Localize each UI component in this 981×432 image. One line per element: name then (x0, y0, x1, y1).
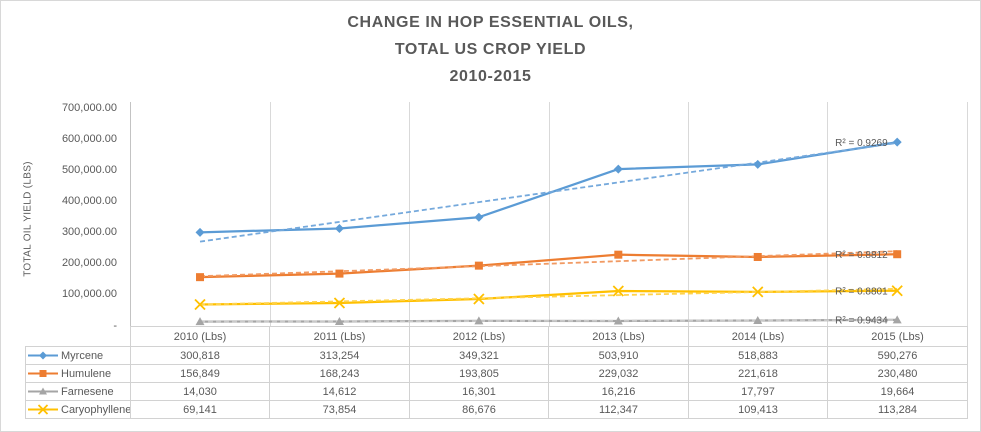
series-myrcene: R² = 0.9269 (195, 137, 902, 243)
table-value-cell: 16,301 (409, 382, 549, 401)
series-caryophyllene: R² = 0.8801 (194, 285, 903, 311)
y-tick-label: 500,000.00 (61, 163, 117, 176)
x-legend-key-icon (28, 403, 58, 415)
table-header-cell: 2012 (Lbs) (409, 326, 549, 347)
table-header-cell: 2013 (Lbs) (548, 326, 689, 347)
marker-x (194, 285, 903, 311)
y-tick-label: - (113, 319, 117, 332)
trendline (199, 287, 898, 306)
table-value-cell: 113,284 (827, 400, 968, 419)
series-line (199, 253, 898, 279)
table-value-cell: 156,849 (130, 364, 270, 383)
table-value-cell: 14,612 (269, 382, 410, 401)
table-value-cell: 17,797 (688, 382, 828, 401)
table-header-cell: 2010 (Lbs) (130, 326, 270, 347)
data-table-header: 2010 (Lbs) 2011 (Lbs) 2012 (Lbs) 2013 (Lbs)… (25, 326, 968, 347)
table-header-cell: 2014 (Lbs) (688, 326, 828, 347)
table-value-cell: 112,347 (548, 400, 689, 419)
table-row: Myrcene 300,818 313,254 349,321 503,910 518,8… (25, 346, 968, 365)
r2-label: R² = 0.8812 (835, 250, 888, 261)
table-value-cell: 300,818 (130, 346, 270, 365)
table-value-cell: 69,141 (130, 400, 270, 419)
y-tick-label: 400,000.00 (61, 194, 117, 207)
table-header-row: 2010 (Lbs) 2011 (Lbs) 2012 (Lbs) 2013 (Lbs)… (25, 326, 968, 347)
series-name-label: Caryophyllene (61, 403, 131, 416)
table-value-cell: 518,883 (688, 346, 828, 365)
table-value-cell: 109,413 (688, 400, 828, 419)
series-name-label: Humulene (61, 367, 112, 380)
chart-title-line1: CHANGE IN HOP ESSENTIAL OILS, (347, 14, 634, 31)
table-value-cell: 14,030 (130, 382, 270, 401)
chart-title: CHANGE IN HOP ESSENTIAL OILS, TOTAL US C… (1, 9, 980, 90)
y-tick-label: 200,000.00 (61, 257, 117, 270)
table-header-cell: 2011 (Lbs) (269, 326, 410, 347)
y-tick-label: 100,000.00 (61, 288, 117, 301)
y-tick-label: 600,000.00 (61, 132, 117, 145)
gridlines (130, 102, 968, 326)
series-line (199, 141, 898, 234)
data-table: 2010 (Lbs) 2011 (Lbs) 2012 (Lbs) 2013 (Lbs)… (25, 326, 968, 419)
legend-cell-myrcene: Myrcene (25, 346, 131, 365)
table-value-cell: 349,321 (409, 346, 549, 365)
table-value-cell: 193,805 (409, 364, 549, 383)
marker-square (196, 250, 902, 282)
square-legend-key-icon (28, 369, 58, 377)
y-tick-label: 300,000.00 (61, 226, 117, 239)
table-row: Humulene 156,849 168,243 193,805 229,032 221,… (25, 364, 968, 383)
table-header-cell: 2015 (Lbs) (827, 326, 968, 347)
chart-title-line3: 2010-2015 (449, 68, 532, 85)
trendline (200, 319, 898, 323)
legend-cell-farnesene: Farnesene (25, 382, 131, 401)
marker-triangle (195, 315, 902, 326)
series-humulene: R² = 0.8812 (196, 250, 902, 282)
chart-title-line2: TOTAL US CROP YIELD (394, 41, 587, 58)
table-value-cell: 313,254 (269, 346, 410, 365)
diamond-legend-key-icon (28, 351, 58, 359)
trendline (199, 142, 898, 243)
table-value-cell: 16,216 (548, 382, 689, 401)
table-value-cell: 221,618 (688, 364, 828, 383)
series-name-label: Farnesene (61, 385, 114, 398)
data-table-body: Myrcene 300,818 313,254 349,321 503,910 518,8… (25, 346, 968, 419)
series-name-label: Myrcene (61, 349, 104, 362)
trendline (199, 250, 898, 278)
r2-label: R² = 0.9434 (835, 316, 888, 327)
legend-cell-caryophyllene: Caryophyllene (25, 400, 131, 419)
r2-label: R² = 0.8801 (835, 286, 888, 297)
series-line (200, 289, 898, 306)
table-value-cell: 230,480 (827, 364, 968, 383)
table-value-cell: 229,032 (548, 364, 689, 383)
table-value-cell: 503,910 (548, 346, 689, 365)
legend-cell-humulene: Humulene (25, 364, 131, 383)
marker-diamond (195, 137, 902, 237)
table-value-cell: 168,243 (269, 364, 410, 383)
series-farnesene: R² = 0.9434 (195, 315, 902, 327)
r2-label: R² = 0.9269 (835, 138, 888, 149)
table-row: Farnesene 14,030 14,612 16,301 16,216 17,797 1… (25, 382, 968, 401)
table-row: Caryophyllene 69,141 73,854 86,676 112,347 10… (25, 400, 968, 419)
y-tick-label: 700,000.00 (61, 101, 117, 114)
table-value-cell: 73,854 (269, 400, 410, 419)
table-corner-cell (25, 326, 131, 347)
table-value-cell: 590,276 (827, 346, 968, 365)
table-value-cell: 86,676 (409, 400, 549, 419)
triangle-legend-key-icon (28, 387, 58, 394)
table-value-cell: 19,664 (827, 382, 968, 401)
